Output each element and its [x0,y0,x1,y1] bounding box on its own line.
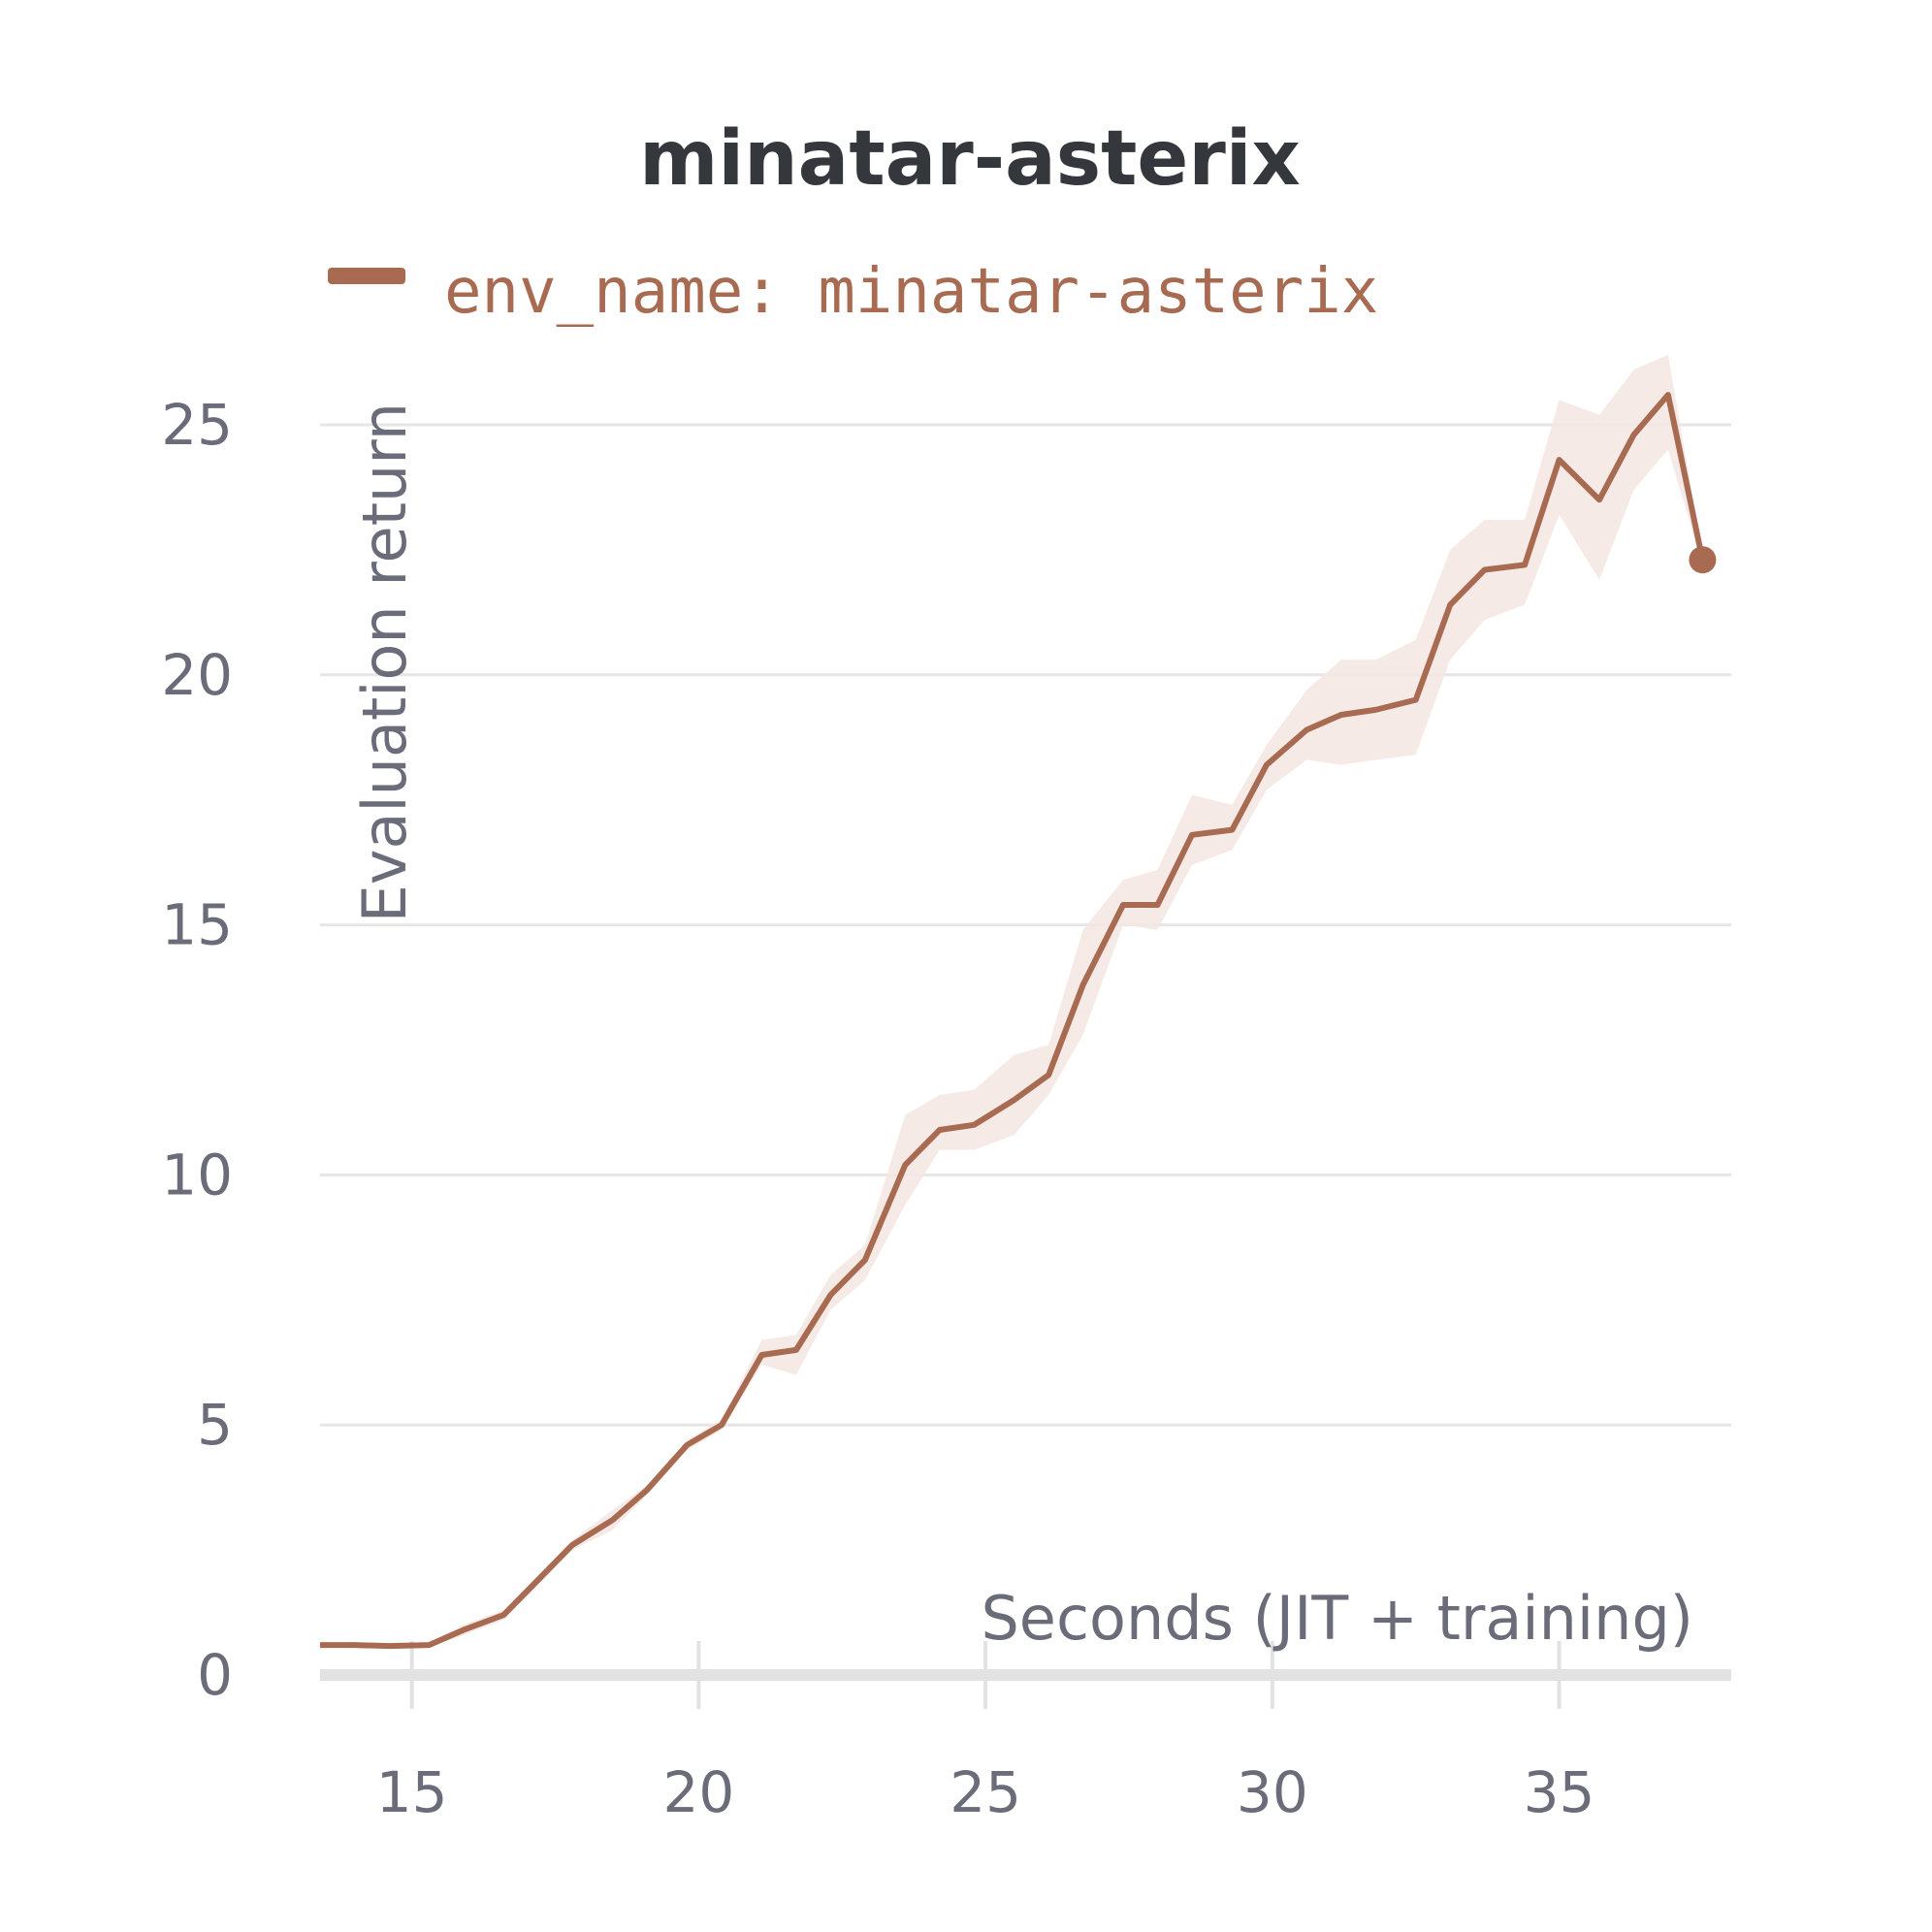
x-tick-label-30: 30 [1237,1759,1308,1825]
series-line [320,392,1706,1650]
y-axis-label: Evaluation return [349,402,420,922]
y-tick-label-15: 15 [161,892,233,958]
legend-swatch [328,268,405,284]
y-tick-label-0: 0 [197,1642,233,1708]
x-tick-label-20: 20 [662,1759,734,1825]
confidence-band [320,354,1703,1649]
y-axis: 0 5 10 15 20 25 [161,392,233,1708]
x-tick-label-25: 25 [950,1759,1021,1825]
y-tick-label-20: 20 [161,642,233,708]
x-axis: 15 20 25 30 35 [320,1641,1731,1825]
x-tick-label-15: 15 [376,1759,448,1825]
y-tick-label-25: 25 [161,392,233,458]
x-axis-label: Seconds (JIT + training) [981,1583,1693,1654]
legend-label: env_name: minatar-asterix [444,256,1378,328]
y-tick-label-5: 5 [197,1392,233,1458]
legend: env_name: minatar-asterix [328,256,1378,328]
x-tick-label-35: 35 [1524,1759,1595,1825]
chart-title: minatar-asterix [639,115,1301,203]
y-tick-label-10: 10 [161,1142,233,1208]
series-end-point [1689,546,1717,574]
grid [320,423,1731,1427]
